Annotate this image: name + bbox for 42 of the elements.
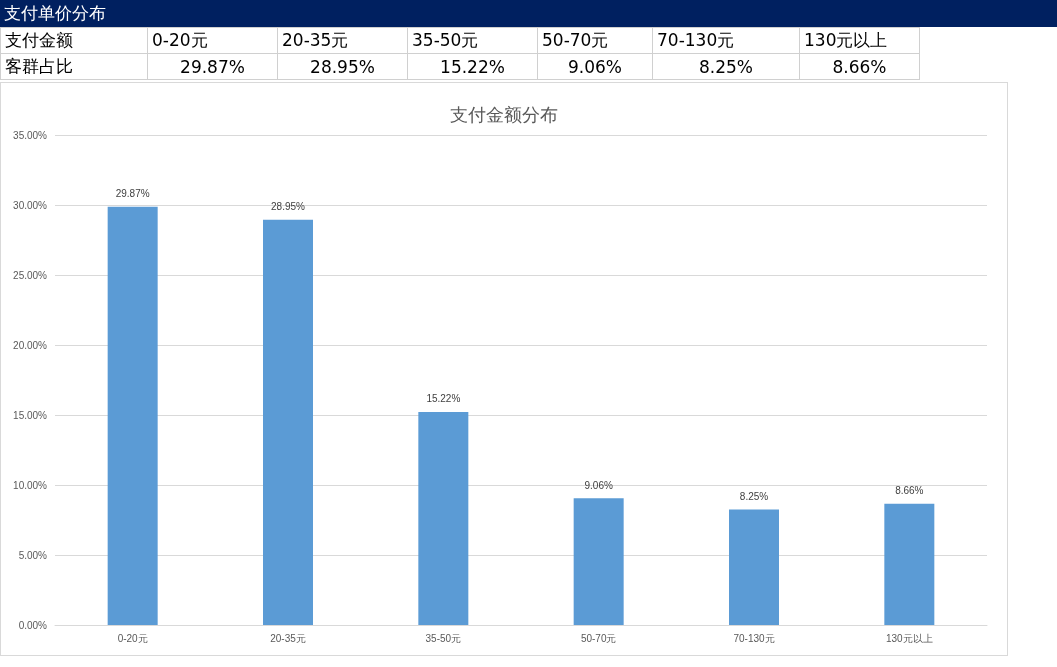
text: 29.87%: [180, 56, 245, 77]
x-tick-label: 35-50元: [425, 632, 462, 644]
bar: [107, 206, 158, 625]
x-tick-label: 50-70元: [580, 632, 617, 644]
y-tick-label: 15.00%: [13, 409, 48, 421]
text: 支付金额: [0, 27, 148, 54]
data-label: 8.66%: [895, 485, 924, 497]
category-label: 70-130元: [657, 30, 735, 50]
category-label: 130元以上: [804, 30, 888, 50]
y-tick-label: 20.00%: [13, 339, 48, 351]
y-tick-label: 30.00%: [13, 199, 48, 211]
x-tick-label: 0-20元: [117, 632, 148, 644]
data-label: 8.25%: [739, 491, 769, 502]
y-tick-label: 5.00%: [18, 549, 48, 561]
x-tick-label: 130元以上: [885, 632, 933, 644]
x-tick-label: 70-130元: [733, 632, 775, 644]
text: 客群占比: [0, 53, 148, 80]
data-label: 29.87%: [115, 188, 150, 200]
data-label: 15.22%: [426, 393, 461, 405]
category-label: 50-70元: [542, 30, 609, 50]
text: 8.25%: [698, 56, 753, 77]
y-tick-label: 0.00%: [18, 619, 48, 631]
category-label: 35-50元: [412, 30, 479, 50]
category-label: 0-20元: [152, 30, 208, 50]
bar: [729, 509, 779, 625]
data-label: 9.06%: [584, 479, 613, 491]
bar: [418, 411, 469, 625]
x-tick-label: 20-35元: [270, 632, 306, 644]
bar: [884, 503, 935, 625]
chart-subtitle: 支付金额分布: [450, 105, 558, 125]
text: 15.22%: [440, 56, 505, 77]
text: 9.06%: [567, 56, 622, 77]
bar: [263, 219, 313, 625]
text: 28.95%: [310, 56, 375, 77]
y-tick-label: 35.00%: [13, 129, 48, 141]
data-label: 28.95%: [271, 201, 306, 213]
bar: [573, 498, 624, 625]
text: 8.66%: [832, 56, 887, 77]
y-tick-label: 25.00%: [13, 269, 48, 281]
category-label: 20-35元: [282, 30, 349, 50]
y-tick-label: 10.00%: [13, 479, 48, 491]
chart-title: 支付单价分布: [0, 0, 1057, 27]
